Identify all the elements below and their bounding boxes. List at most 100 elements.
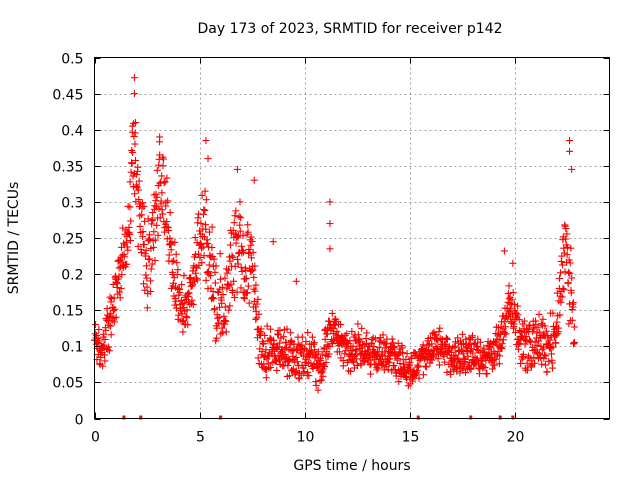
data-point-peak: [131, 118, 139, 126]
data-point: [565, 256, 573, 264]
data-point: [113, 280, 121, 288]
data-point: [487, 344, 495, 352]
data-point: [100, 330, 108, 338]
data-point: [238, 242, 246, 250]
data-point: [257, 325, 265, 333]
y-tick-label: 0.15: [52, 304, 83, 320]
data-point: [219, 291, 227, 299]
data-point: [144, 215, 152, 223]
data-point: [189, 301, 197, 309]
data-point: [163, 218, 171, 226]
data-point-zero: [511, 415, 515, 420]
data-point: [523, 359, 531, 367]
data-point: [149, 209, 157, 217]
data-point: [534, 323, 542, 331]
data-point: [237, 263, 245, 271]
data-point: [197, 219, 205, 227]
data-point: [333, 327, 341, 335]
data-point: [255, 310, 263, 318]
data-point: [148, 260, 156, 268]
data-point: [253, 300, 261, 308]
data-point: [375, 344, 383, 352]
data-point: [546, 336, 554, 344]
data-point: [258, 348, 266, 356]
data-point: [226, 241, 234, 249]
data-point: [151, 202, 159, 210]
data-point: [564, 279, 572, 287]
data-point: [155, 205, 163, 213]
data-point: [242, 274, 250, 282]
data-point: [510, 320, 518, 328]
data-point: [353, 355, 361, 363]
data-point: [496, 352, 504, 360]
data-point: [208, 244, 216, 252]
data-point: [562, 235, 570, 243]
data-point: [210, 294, 218, 302]
data-point: [244, 228, 252, 236]
data-point: [225, 306, 233, 314]
data-point: [352, 351, 360, 359]
data-point: [130, 133, 138, 141]
data-point: [105, 321, 113, 329]
x-tick-label: 0: [91, 430, 100, 446]
data-point: [128, 160, 136, 168]
data-point: [507, 305, 515, 313]
data-point: [443, 368, 451, 376]
data-point: [159, 210, 167, 218]
data-point: [119, 224, 127, 232]
data-point: [512, 309, 520, 317]
data-point: [558, 293, 566, 301]
data-point: [514, 311, 522, 319]
data-point: [198, 191, 206, 199]
data-point: [202, 225, 210, 233]
data-point: [123, 260, 131, 268]
data-point: [502, 330, 510, 338]
data-point: [412, 368, 420, 376]
data-point: [537, 354, 545, 362]
data-point: [241, 275, 249, 283]
data-point: [249, 266, 257, 274]
data-point: [483, 370, 491, 378]
data-point: [370, 343, 378, 351]
data-point: [153, 166, 161, 174]
data-point: [526, 321, 534, 329]
data-point: [126, 237, 134, 245]
data-point: [222, 328, 230, 336]
data-point: [122, 238, 130, 246]
data-point: [150, 243, 158, 251]
data-point-peak: [130, 90, 138, 98]
data-point: [134, 186, 142, 194]
data-point: [142, 246, 150, 254]
data-point: [178, 281, 186, 289]
data-point: [560, 286, 568, 294]
data-point: [174, 266, 182, 274]
data-point: [221, 303, 229, 311]
data-point: [328, 309, 336, 317]
data-point: [517, 359, 525, 367]
data-point: [222, 317, 230, 325]
data-point: [147, 277, 155, 285]
data-point: [215, 319, 223, 327]
y-tick-label: 0.2: [61, 268, 83, 284]
data-point: [172, 297, 180, 305]
data-point: [236, 227, 244, 235]
data-point: [409, 377, 417, 385]
data-point: [553, 289, 561, 297]
data-point: [371, 335, 379, 343]
data-point: [321, 363, 329, 371]
data-point: [559, 285, 567, 293]
data-point: [272, 345, 280, 353]
data-point-peak: [326, 198, 334, 206]
data-point: [523, 366, 531, 374]
data-point: [110, 294, 118, 302]
data-point-peak: [130, 74, 138, 82]
data-point: [203, 269, 211, 277]
data-point: [107, 331, 115, 339]
data-point: [540, 344, 548, 352]
data-point: [357, 361, 365, 369]
data-point: [564, 243, 572, 251]
data-point: [273, 344, 281, 352]
data-point: [443, 335, 451, 343]
data-point: [562, 225, 570, 233]
data-point: [233, 255, 241, 263]
